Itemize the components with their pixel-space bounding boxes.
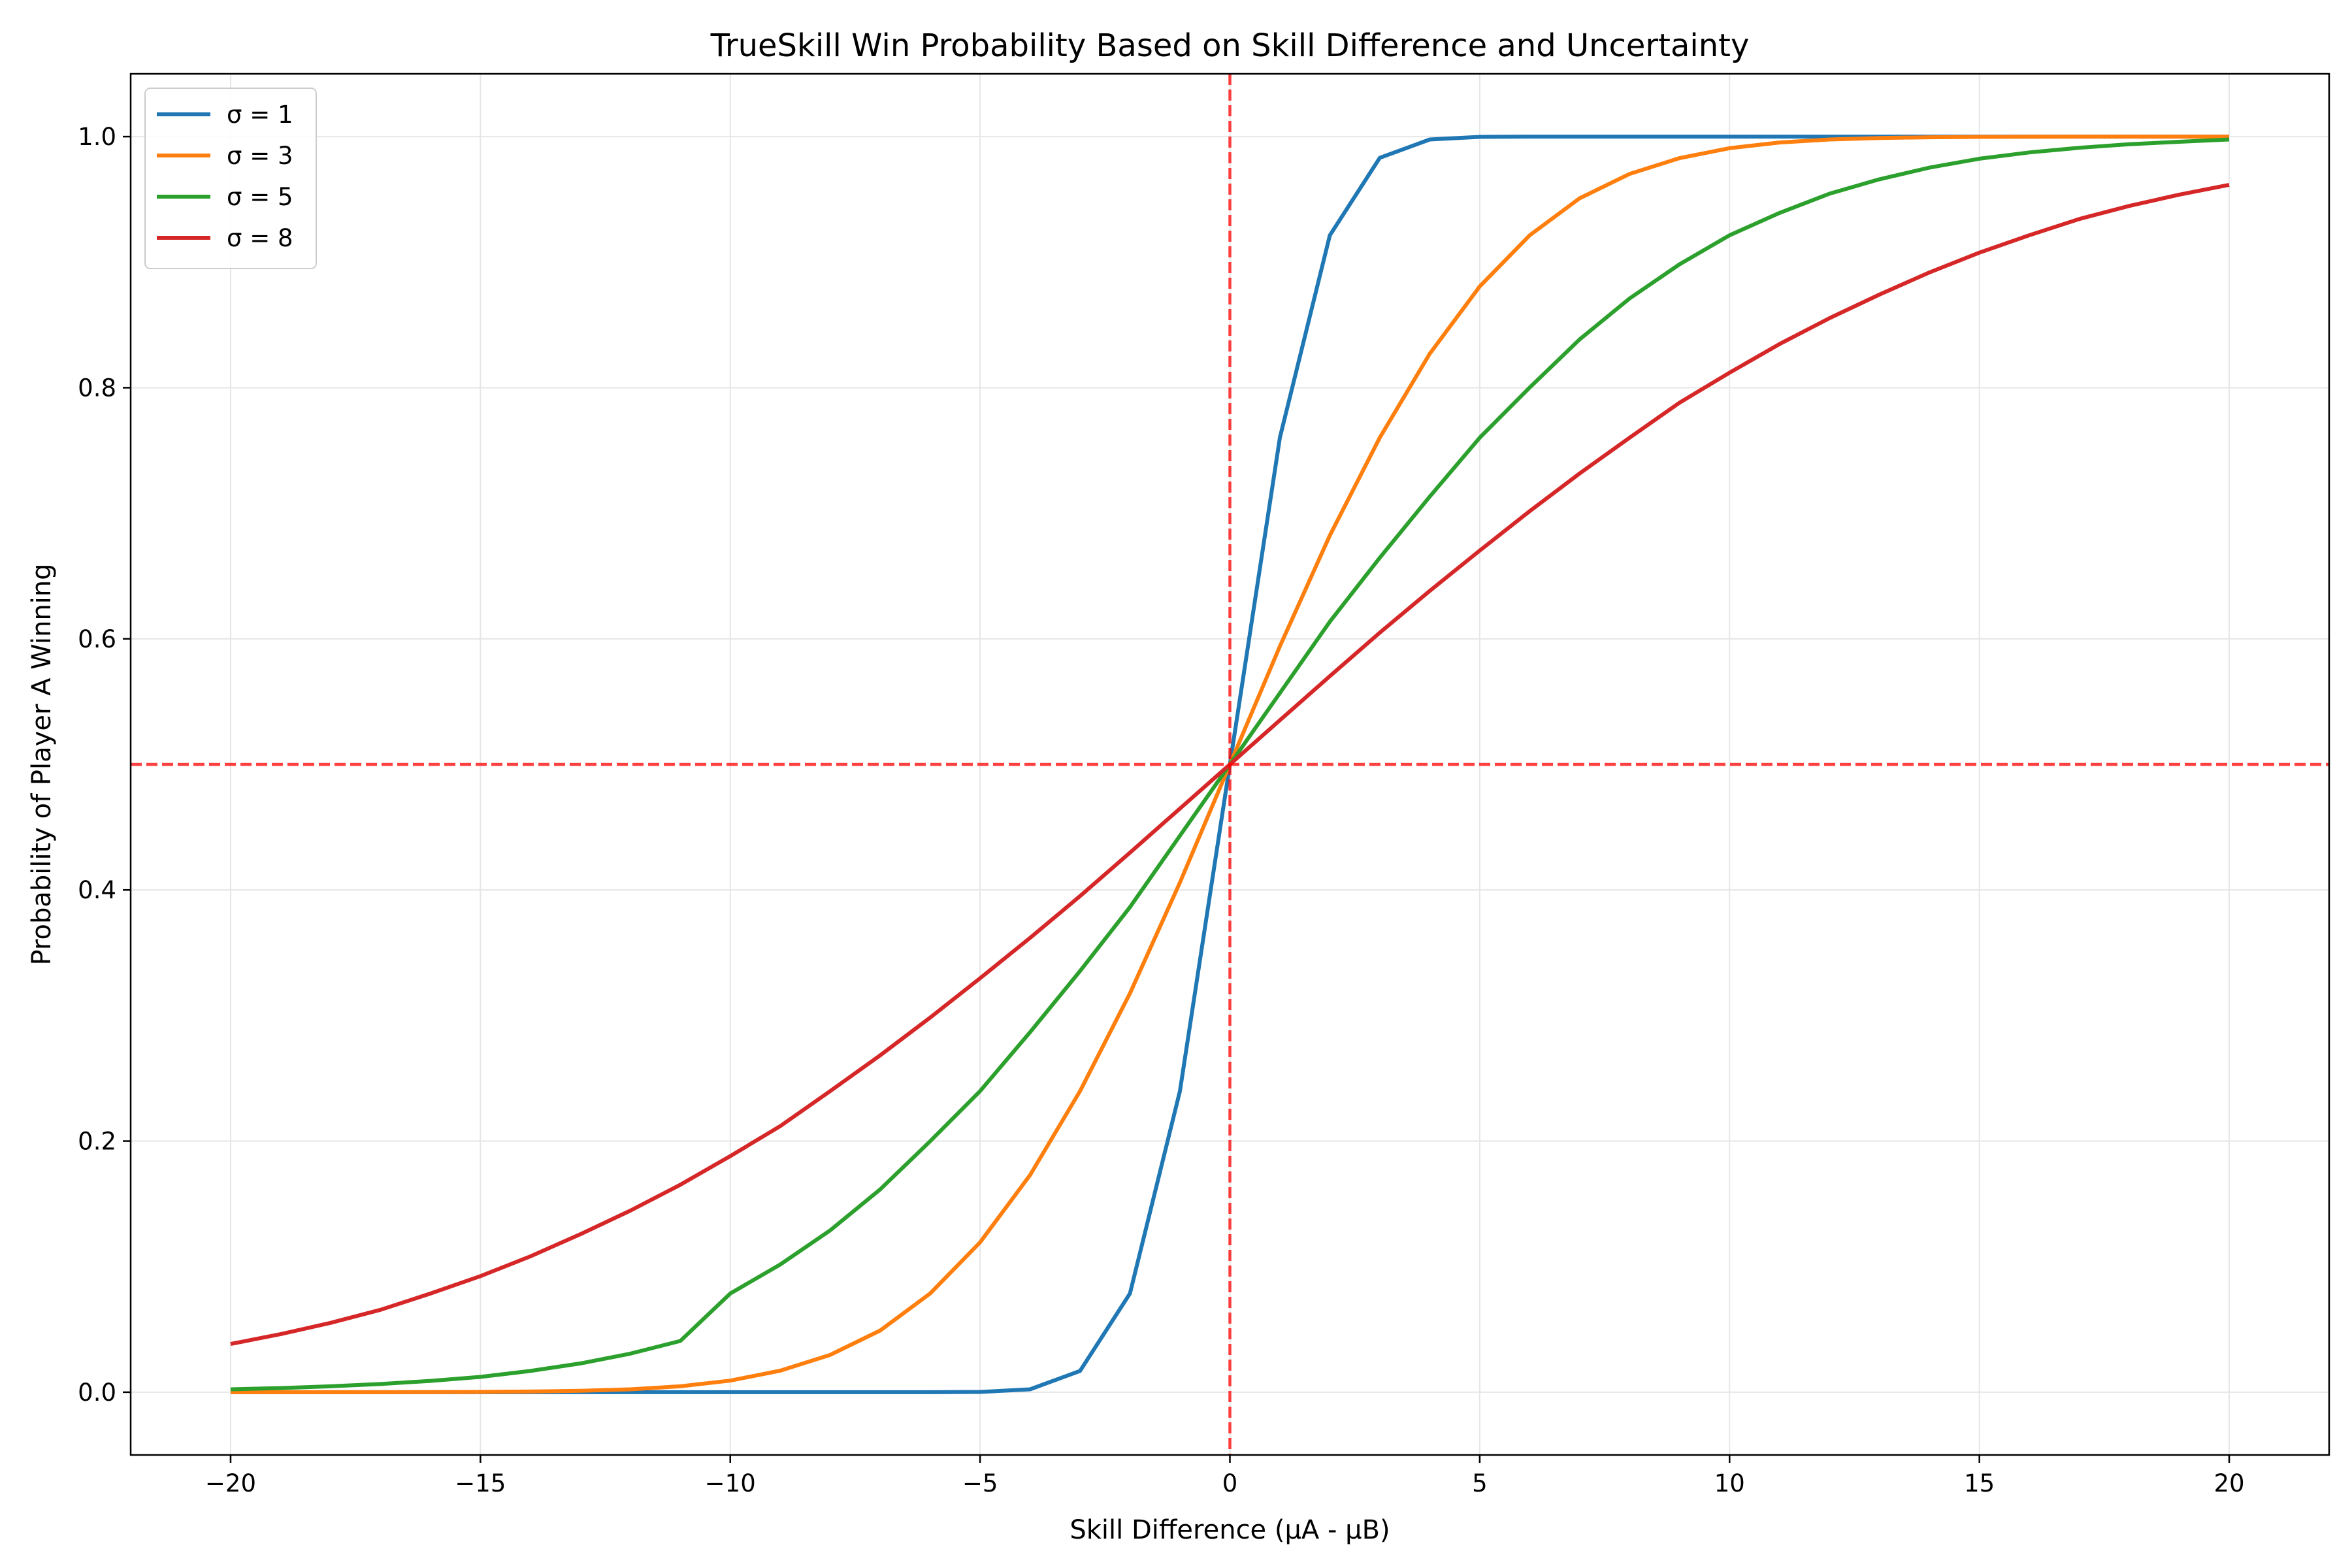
y-tick-label: 0.4: [78, 876, 116, 904]
axis-ticks: −20 −15 −10 −5 0 5 10 15 20 0.0 0.2 0.4 0.6 0.8 1.0: [78, 123, 2244, 1497]
legend-label-2: σ = 3: [227, 142, 293, 170]
y-tick-label: 0.2: [78, 1128, 116, 1156]
series-lines: [131, 74, 2329, 1455]
y-axis-label: Probability of Player A Winning: [27, 563, 57, 965]
legend-label-4: σ = 8: [227, 224, 293, 252]
x-tick-label: −20: [205, 1469, 256, 1497]
legend-label-3: σ = 5: [227, 183, 293, 211]
y-tick-label: 1.0: [78, 123, 116, 151]
x-tick-label: 0: [1222, 1469, 1238, 1497]
y-tick-label: 0.6: [78, 625, 116, 653]
x-tick-label: −15: [455, 1469, 506, 1497]
y-tick-label: 0.8: [78, 374, 116, 402]
x-tick-label: 20: [2213, 1469, 2244, 1497]
x-tick-label: −10: [705, 1469, 756, 1497]
x-tick-label: 15: [1964, 1469, 1995, 1497]
legend: σ = 1 σ = 3 σ = 5 σ = 8: [144, 88, 317, 269]
legend-label-1: σ = 1: [227, 101, 293, 129]
chart-title: TrueSkill Win Probability Based on Skill…: [710, 27, 1750, 64]
x-axis-label: Skill Difference (μA - μB): [1070, 1515, 1390, 1545]
y-tick-label: 0.0: [78, 1379, 116, 1407]
x-tick-label: 10: [1714, 1469, 1745, 1497]
x-tick-label: 5: [1472, 1469, 1488, 1497]
x-tick-label: −5: [962, 1469, 998, 1497]
legend-box: [144, 88, 317, 269]
